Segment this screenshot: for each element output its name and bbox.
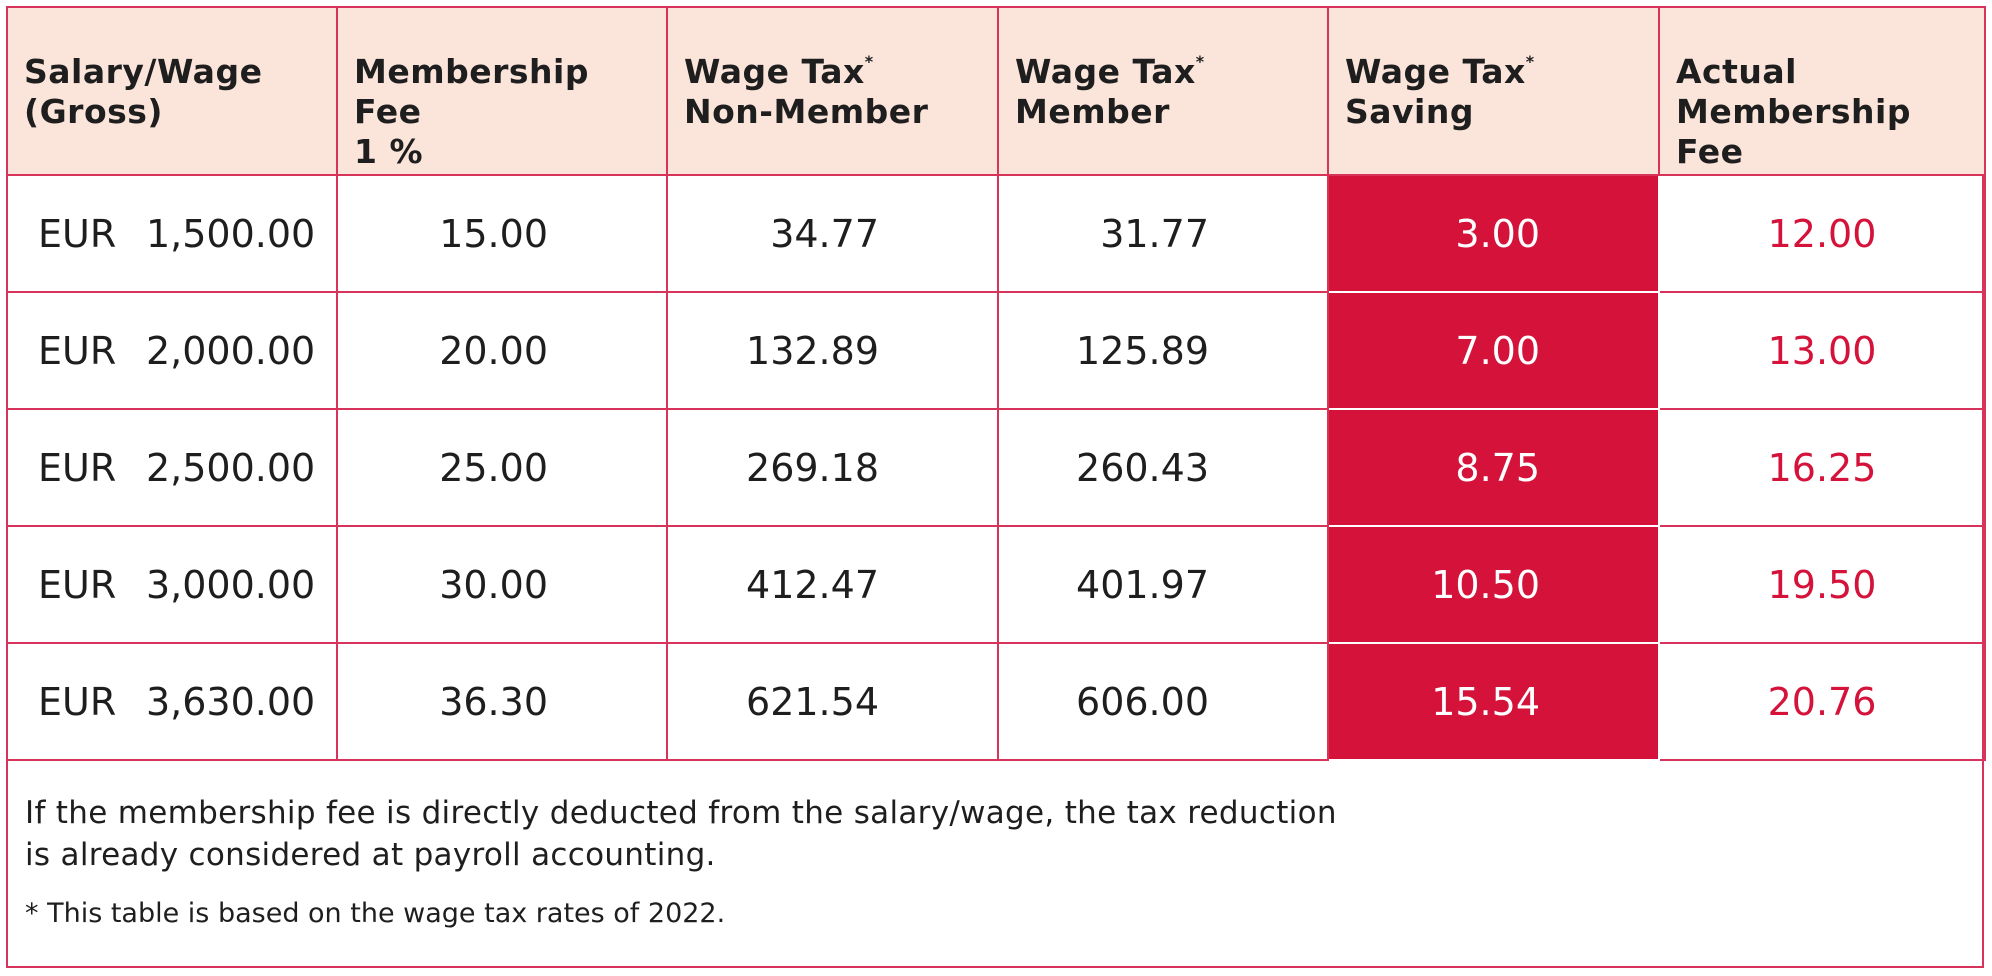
membership-fee-value: 30.00 — [439, 562, 548, 607]
wage-tax-saving-value: 10.50 — [1431, 562, 1540, 607]
salary-cell: EUR 3,630.00 — [6, 642, 338, 761]
salary-value: 2,000.00 — [146, 328, 316, 373]
footer-notes: If the membership fee is directly deduct… — [25, 792, 1925, 930]
membership-fee-value: 15.00 — [439, 211, 548, 256]
header-nonmember-line1: Wage Tax — [684, 52, 865, 91]
membership-fee-cell: 30.00 — [336, 525, 668, 644]
footnote-marker: * — [1195, 52, 1205, 71]
currency-label: EUR — [38, 328, 117, 373]
wage-tax-member-value: 260.43 — [1076, 445, 1209, 490]
header-membership-fee: Membership Fee 1 % — [336, 6, 668, 176]
tax-reduction-note-line1: If the membership fee is directly deduct… — [25, 795, 1337, 831]
header-member-line1: Wage Tax — [1015, 52, 1196, 91]
header-actual-line2: Membership Fee — [1676, 92, 1911, 171]
wage-tax-saving-cell: 10.50 — [1327, 525, 1660, 644]
wage-tax-member-cell: 606.00 — [997, 642, 1329, 761]
salary-value: 3,000.00 — [146, 562, 316, 607]
currency-label: EUR — [38, 679, 117, 724]
membership-fee-table: Salary/Wage (Gross) Membership Fee 1 % W… — [6, 6, 1986, 761]
footnote-marker: * — [864, 52, 874, 71]
table-row: EUR 2,000.00 20.00 132.89 125.89 7.00 13.… — [6, 291, 1986, 410]
salary-cell: EUR 2,500.00 — [6, 408, 338, 527]
wage-tax-non-member-value: 132.89 — [746, 328, 879, 373]
wage-tax-saving-cell: 15.54 — [1327, 642, 1660, 761]
header-salary: Salary/Wage (Gross) — [6, 6, 338, 176]
tax-reduction-note: If the membership fee is directly deduct… — [25, 792, 1925, 876]
wage-tax-member-value: 606.00 — [1076, 679, 1209, 724]
header-wage-tax-saving: Wage Tax* Saving — [1327, 6, 1660, 176]
wage-tax-member-cell: 401.97 — [997, 525, 1329, 644]
wage-tax-saving-value: 8.75 — [1455, 445, 1540, 490]
tax-reduction-note-line2: is already considered at payroll account… — [25, 837, 716, 873]
currency-label: EUR — [38, 211, 117, 256]
membership-fee-value: 25.00 — [439, 445, 548, 490]
currency-label: EUR — [38, 562, 117, 607]
membership-fee-cell: 25.00 — [336, 408, 668, 527]
actual-membership-fee-value: 19.50 — [1658, 525, 1986, 644]
wage-tax-non-member-value: 412.47 — [746, 562, 879, 607]
header-salary-line2: (Gross) — [24, 92, 163, 131]
table-row: EUR 3,000.00 30.00 412.47 401.97 10.50 19… — [6, 525, 1986, 644]
salary-value: 1,500.00 — [146, 211, 316, 256]
header-saving-line2: Saving — [1345, 92, 1474, 131]
table-row: EUR 2,500.00 25.00 269.18 260.43 8.75 16.… — [6, 408, 1986, 527]
currency-label: EUR — [38, 445, 117, 490]
wage-tax-non-member-value: 621.54 — [746, 679, 879, 724]
wage-tax-non-member-cell: 34.77 — [666, 174, 999, 293]
salary-cell: EUR 1,500.00 — [6, 174, 338, 293]
membership-fee-cell: 15.00 — [336, 174, 668, 293]
wage-tax-saving-value: 15.54 — [1431, 679, 1540, 724]
wage-tax-non-member-cell: 412.47 — [666, 525, 999, 644]
membership-fee-value: 20.00 — [439, 328, 548, 373]
wage-tax-saving-cell: 3.00 — [1327, 174, 1660, 293]
footnote-marker: * — [1525, 52, 1535, 71]
salary-value: 2,500.00 — [146, 445, 316, 490]
membership-fee-value: 36.30 — [439, 679, 548, 724]
salary-value: 3,630.00 — [146, 679, 316, 724]
wage-tax-saving-value: 3.00 — [1455, 211, 1540, 256]
actual-membership-fee-value: 16.25 — [1658, 408, 1986, 527]
table-row: EUR 1,500.00 15.00 34.77 31.77 3.00 12.00 — [6, 174, 1986, 293]
wage-tax-member-cell: 31.77 — [997, 174, 1329, 293]
actual-membership-fee-value: 20.76 — [1658, 642, 1986, 761]
header-wage-tax-member: Wage Tax* Member — [997, 6, 1329, 176]
header-actual-membership-fee: Actual Membership Fee — [1658, 6, 1986, 176]
header-actual-line1: Actual — [1676, 52, 1797, 91]
wage-tax-footnote: * This table is based on the wage tax ra… — [25, 898, 726, 929]
header-fee-line2: 1 % — [354, 132, 424, 171]
wage-tax-non-member-cell: 621.54 — [666, 642, 999, 761]
header-saving-line1: Wage Tax — [1345, 52, 1526, 91]
salary-cell: EUR 2,000.00 — [6, 291, 338, 410]
wage-tax-non-member-cell: 269.18 — [666, 408, 999, 527]
wage-tax-non-member-value: 269.18 — [746, 445, 879, 490]
wage-tax-saving-value: 7.00 — [1455, 328, 1540, 373]
wage-tax-member-value: 401.97 — [1076, 562, 1209, 607]
header-wage-tax-non-member: Wage Tax* Non-Member — [666, 6, 999, 176]
header-member-line2: Member — [1015, 92, 1170, 131]
membership-fee-cell: 20.00 — [336, 291, 668, 410]
table-header-row: Salary/Wage (Gross) Membership Fee 1 % W… — [6, 6, 1986, 176]
wage-tax-non-member-value: 34.77 — [770, 211, 879, 256]
wage-tax-member-cell: 125.89 — [997, 291, 1329, 410]
wage-tax-saving-cell: 7.00 — [1327, 291, 1660, 410]
wage-tax-non-member-cell: 132.89 — [666, 291, 999, 410]
membership-fee-cell: 36.30 — [336, 642, 668, 761]
header-fee-line1: Membership Fee — [354, 52, 589, 131]
salary-cell: EUR 3,000.00 — [6, 525, 338, 644]
wage-tax-saving-cell: 8.75 — [1327, 408, 1660, 527]
header-salary-line1: Salary/Wage — [24, 52, 263, 91]
table-row: EUR 3,630.00 36.30 621.54 606.00 15.54 20… — [6, 642, 1986, 761]
wage-tax-member-value: 31.77 — [1100, 211, 1209, 256]
wage-tax-member-cell: 260.43 — [997, 408, 1329, 527]
actual-membership-fee-value: 12.00 — [1658, 174, 1986, 293]
wage-tax-member-value: 125.89 — [1076, 328, 1209, 373]
actual-membership-fee-value: 13.00 — [1658, 291, 1986, 410]
header-nonmember-line2: Non-Member — [684, 92, 929, 131]
